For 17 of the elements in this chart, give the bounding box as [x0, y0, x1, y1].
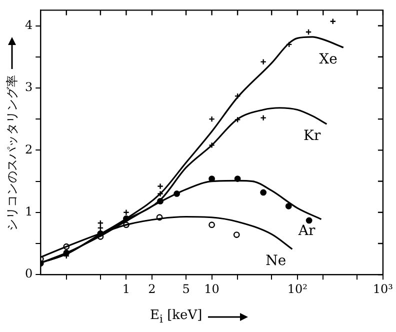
y-tick-label: 0: [24, 266, 33, 281]
y-tick-label: 3: [24, 80, 33, 94]
y-axis-title: シリコンのスパッタリング率: [4, 75, 20, 231]
x-axis-title: E$_{i}$ [keV]: [150, 308, 202, 326]
y-tick-label: 2: [24, 142, 33, 156]
x-tick-label: 5: [182, 282, 190, 296]
series-label: Xe: [319, 52, 338, 68]
y-tick-label: 1: [24, 204, 33, 219]
x-tick-label: 10²: [287, 282, 308, 296]
series-label: Ne: [266, 253, 286, 270]
x-tick-label: 1: [122, 282, 130, 296]
x-tick-label: 10: [204, 282, 220, 296]
series-label: Ar: [297, 223, 316, 240]
x-tick-label: 2: [148, 282, 156, 296]
x-tick-label: 10³: [372, 282, 394, 296]
series-label: Kr: [304, 128, 321, 144]
y-tick-label: 4: [24, 18, 33, 32]
